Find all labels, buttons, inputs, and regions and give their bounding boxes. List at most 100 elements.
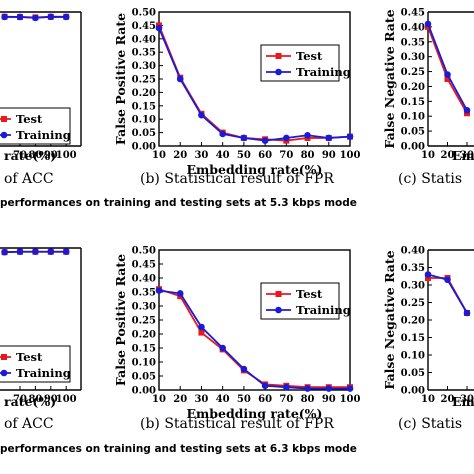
series-line-test	[158, 25, 351, 142]
legend-marker-square	[275, 53, 282, 59]
x-tick-label: 70	[279, 394, 293, 405]
marker-circle	[444, 276, 451, 284]
marker-square	[425, 275, 431, 281]
x-tick-label: 30	[194, 150, 208, 161]
legend-marker-circle	[0, 131, 8, 139]
plot-frame	[158, 249, 351, 391]
y-tick-label: 0.15	[401, 97, 425, 108]
legend-marker-circle	[0, 369, 8, 377]
marker-circle	[32, 248, 39, 256]
series-line-test	[428, 277, 468, 314]
marker-circle	[219, 130, 226, 138]
marker-circle	[47, 13, 55, 21]
y-tick-label: 0.40	[132, 34, 156, 45]
y-tick-label: 0.30	[401, 52, 425, 63]
x-tick-label: 90	[322, 150, 336, 161]
y-tick-label: 0.35	[132, 288, 156, 299]
marker-circle	[240, 134, 248, 142]
y-tick-label: 0.35	[132, 48, 156, 59]
acc-xlabel-row2: rate(%)	[4, 394, 56, 409]
caption-acc-row2: of ACC	[4, 416, 54, 432]
y-tick-label: 0.25	[132, 316, 156, 327]
x-tick-label: 80	[28, 394, 42, 405]
row-caption-1: performances on training and testing set…	[0, 197, 357, 209]
caption-fnr-row1: (c) Statis	[398, 171, 462, 187]
legend: Test Training	[260, 282, 351, 320]
marker-circle	[16, 13, 24, 21]
y-axis-title: False Negative Rate	[382, 9, 397, 148]
series-line-training	[427, 23, 468, 111]
y-tick-label: 0.50	[132, 246, 156, 257]
marker-circle	[283, 383, 290, 391]
legend-marker-circle	[275, 68, 282, 76]
x-tick-label: 80	[301, 394, 315, 405]
x-tick-label: 20	[173, 394, 187, 405]
row-caption-2: performances on training and testing set…	[0, 443, 357, 455]
legend-label-test: Test	[16, 350, 43, 364]
series-line-training	[158, 289, 350, 390]
y-axis-title: False Positive Rate	[113, 13, 128, 145]
marker-circle	[304, 131, 311, 139]
series-line-training	[158, 27, 351, 142]
y-tick-label: 0.00	[401, 142, 425, 153]
x-axis-title: Embedding rate(%)	[187, 406, 323, 421]
y-tick-label: 0.10	[132, 358, 156, 369]
marker-circle	[155, 287, 163, 294]
x-tick-label: 60	[258, 394, 272, 405]
marker-circle	[463, 309, 471, 317]
marker-circle	[261, 137, 269, 144]
y-tick-label: 0.40	[401, 246, 425, 257]
x-tick-label: 50	[237, 394, 251, 405]
x-tick-label: 70	[13, 150, 27, 161]
x-tick-label: 10	[152, 394, 166, 405]
y-tick-label: 0.25	[401, 298, 425, 309]
y-tick-label: 0.15	[132, 101, 156, 112]
marker-circle	[283, 134, 290, 142]
chart-fpr-5.3: 0.00 0.05 0.10 0.15 0.20 0.25 0.30 0.35 0.40 0.45…	[113, 8, 360, 178]
fnr-xlabel-row1: Em	[452, 148, 474, 163]
legend-label-training: Training	[296, 65, 351, 79]
y-tick-label: 0.20	[132, 88, 156, 99]
marker-circle	[424, 271, 432, 278]
legend-marker-square	[1, 354, 7, 360]
x-tick-label: 70	[279, 150, 293, 161]
marker-circle	[219, 344, 226, 352]
x-tick-label: 10	[421, 394, 435, 405]
x-tick-label: 40	[216, 394, 230, 405]
y-tick-label: 0.05	[132, 128, 156, 139]
marker-circle	[62, 248, 70, 256]
y-tick-label: 0.35	[401, 263, 425, 274]
x-tick-label: 60	[258, 150, 272, 161]
y-tick-label: 0.00	[132, 386, 156, 397]
marker-circle	[16, 248, 24, 256]
caption-acc-row1: of ACC	[4, 171, 54, 187]
x-tick-label: 100	[56, 394, 77, 405]
y-tick-label: 0.50	[132, 8, 156, 19]
x-tick-label: 90	[322, 394, 336, 405]
legend-marker-square	[1, 116, 7, 122]
legend: Test Training	[0, 107, 71, 145]
y-axis-title: False Negative Rate	[382, 250, 397, 389]
x-tick-label: 10	[421, 150, 435, 161]
chart-fnr-5.3: 0.00 0.05 0.10 0.15 0.20 0.25 0.30 0.35 0.40 0.45…	[382, 8, 474, 161]
legend-label-training: Training	[16, 366, 71, 380]
marker-circle	[346, 385, 354, 392]
marker-circle	[176, 290, 184, 297]
y-tick-label: 0.30	[401, 281, 425, 292]
y-tick-label: 0.40	[132, 274, 156, 285]
y-tick-label: 0.10	[401, 112, 425, 123]
marker-circle	[261, 382, 269, 390]
y-axis-title: False Positive Rate	[113, 254, 128, 386]
marker-circle	[1, 248, 8, 256]
caption-fpr-row1: (b) Statistical result of FPR	[140, 171, 334, 187]
y-tick-label: 0.35	[401, 37, 425, 48]
y-tick-label: 0.15	[401, 333, 425, 344]
y-tick-label: 0.00	[132, 142, 156, 153]
marker-circle	[463, 106, 471, 114]
marker-circle	[47, 248, 55, 256]
marker-circle	[424, 20, 432, 28]
x-tick-label: 30	[460, 394, 474, 405]
marker-circle	[198, 111, 205, 119]
x-tick-label: 30	[460, 150, 474, 161]
